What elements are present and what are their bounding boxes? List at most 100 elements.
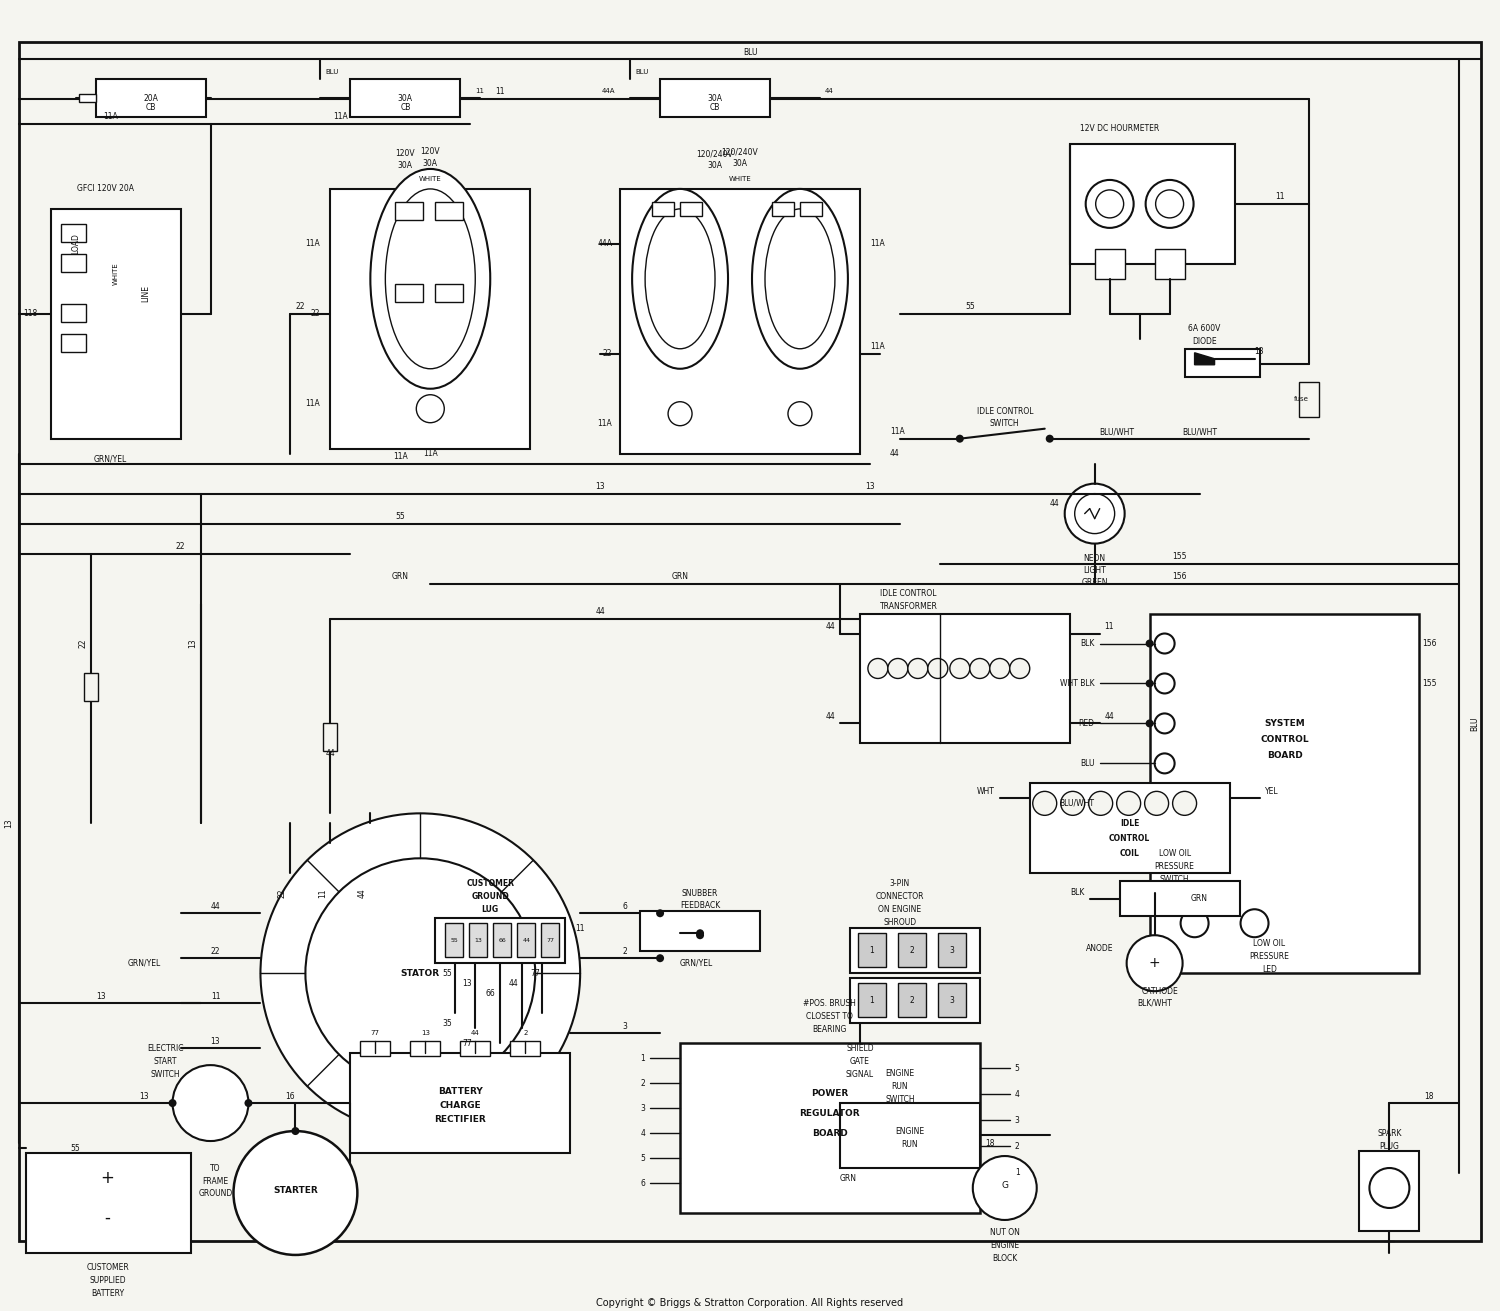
Text: 77: 77 [546, 937, 554, 943]
Text: 77: 77 [370, 1030, 380, 1036]
Text: SWITCH: SWITCH [990, 420, 1020, 429]
Text: 30A: 30A [708, 93, 723, 102]
Text: SWITCH: SWITCH [1160, 874, 1190, 884]
Text: 156: 156 [1422, 638, 1437, 648]
Text: BATTERY: BATTERY [92, 1290, 124, 1298]
Circle shape [974, 1156, 1036, 1221]
Text: 1: 1 [870, 995, 874, 1004]
Text: BLU: BLU [1080, 759, 1095, 768]
Bar [660, 79, 770, 117]
Bar [1155, 249, 1185, 279]
Circle shape [244, 1099, 252, 1106]
Text: 22: 22 [210, 947, 220, 956]
Bar [460, 1041, 490, 1057]
Text: CUSTOMER: CUSTOMER [466, 878, 514, 888]
Text: 13: 13 [596, 482, 604, 492]
Bar [330, 189, 530, 448]
Bar [1119, 881, 1239, 916]
Text: 22: 22 [296, 303, 306, 311]
Text: 3: 3 [622, 1021, 627, 1030]
Text: START: START [154, 1057, 177, 1066]
Text: LINE: LINE [141, 286, 150, 303]
Bar [680, 1044, 980, 1213]
Text: 44: 44 [210, 902, 220, 911]
Circle shape [1155, 674, 1174, 694]
Bar [858, 983, 886, 1017]
Bar [60, 334, 86, 351]
Text: CUSTOMER: CUSTOMER [86, 1264, 129, 1273]
Ellipse shape [765, 208, 836, 349]
Text: FRAME: FRAME [202, 1176, 228, 1185]
Text: BOARD: BOARD [812, 1129, 847, 1138]
Text: 11: 11 [576, 924, 585, 932]
Text: CONTROL: CONTROL [1108, 834, 1150, 843]
Text: 55: 55 [396, 513, 405, 520]
Text: 6: 6 [640, 1179, 645, 1188]
Text: BLOCK: BLOCK [992, 1255, 1017, 1264]
Circle shape [1095, 190, 1124, 218]
Bar [494, 923, 512, 957]
Text: +: + [1149, 956, 1161, 970]
Text: LOAD: LOAD [70, 233, 80, 254]
Bar [800, 202, 822, 216]
Circle shape [1155, 633, 1174, 653]
Text: BOARD: BOARD [1266, 751, 1302, 760]
Text: 13: 13 [422, 1030, 430, 1036]
Bar [446, 923, 464, 957]
Text: 3: 3 [950, 945, 954, 954]
Circle shape [970, 658, 990, 679]
Text: 22: 22 [176, 541, 186, 551]
Text: COIL: COIL [1119, 848, 1140, 857]
Circle shape [291, 1127, 300, 1135]
Ellipse shape [645, 208, 716, 349]
Text: BEARING: BEARING [813, 1025, 847, 1033]
Bar [1359, 1151, 1419, 1231]
Text: #POS. BRUSH: #POS. BRUSH [804, 999, 856, 1008]
Text: 22: 22 [603, 349, 612, 358]
Text: 55: 55 [70, 1143, 81, 1152]
Text: NUT ON: NUT ON [990, 1228, 1020, 1238]
Bar [360, 1041, 390, 1057]
Text: CONNECTOR: CONNECTOR [876, 891, 924, 901]
Text: 44A: 44A [597, 240, 612, 248]
Text: STARTER: STARTER [273, 1186, 318, 1196]
Text: 11A: 11A [393, 452, 408, 461]
Text: 155: 155 [1173, 552, 1186, 561]
Text: 11: 11 [495, 87, 506, 96]
Text: 11A: 11A [104, 113, 118, 122]
Text: 22: 22 [78, 638, 87, 648]
Text: 66: 66 [498, 937, 506, 943]
Text: SPARK: SPARK [1377, 1129, 1401, 1138]
Text: CB: CB [146, 104, 156, 113]
Text: 18: 18 [986, 1138, 994, 1147]
Bar [1095, 249, 1125, 279]
Bar [850, 928, 980, 973]
Text: 18: 18 [1425, 1092, 1434, 1100]
Text: IDLE CONTROL: IDLE CONTROL [880, 589, 936, 598]
Text: 13: 13 [462, 979, 472, 987]
Text: 55: 55 [442, 969, 452, 978]
Text: 11: 11 [318, 889, 327, 898]
Bar [850, 978, 980, 1023]
Text: 5: 5 [1016, 1063, 1020, 1072]
Text: GRN/YEL: GRN/YEL [680, 958, 714, 968]
Text: LOW OIL: LOW OIL [1254, 939, 1286, 948]
Ellipse shape [632, 189, 728, 368]
Circle shape [1146, 720, 1154, 728]
Circle shape [888, 658, 908, 679]
Bar [859, 614, 1070, 743]
Bar [435, 284, 463, 302]
Circle shape [1074, 494, 1114, 534]
Text: 2: 2 [909, 945, 914, 954]
Text: 11A: 11A [890, 427, 904, 437]
Text: CATHODE: CATHODE [1142, 987, 1178, 995]
Text: 11A: 11A [306, 240, 321, 248]
Text: +: + [100, 1169, 114, 1186]
Bar [78, 94, 96, 102]
Text: 6: 6 [622, 902, 627, 911]
Circle shape [990, 658, 1010, 679]
Text: 20A: 20A [142, 93, 158, 102]
Circle shape [1126, 935, 1182, 991]
Circle shape [788, 401, 812, 426]
Circle shape [908, 658, 928, 679]
